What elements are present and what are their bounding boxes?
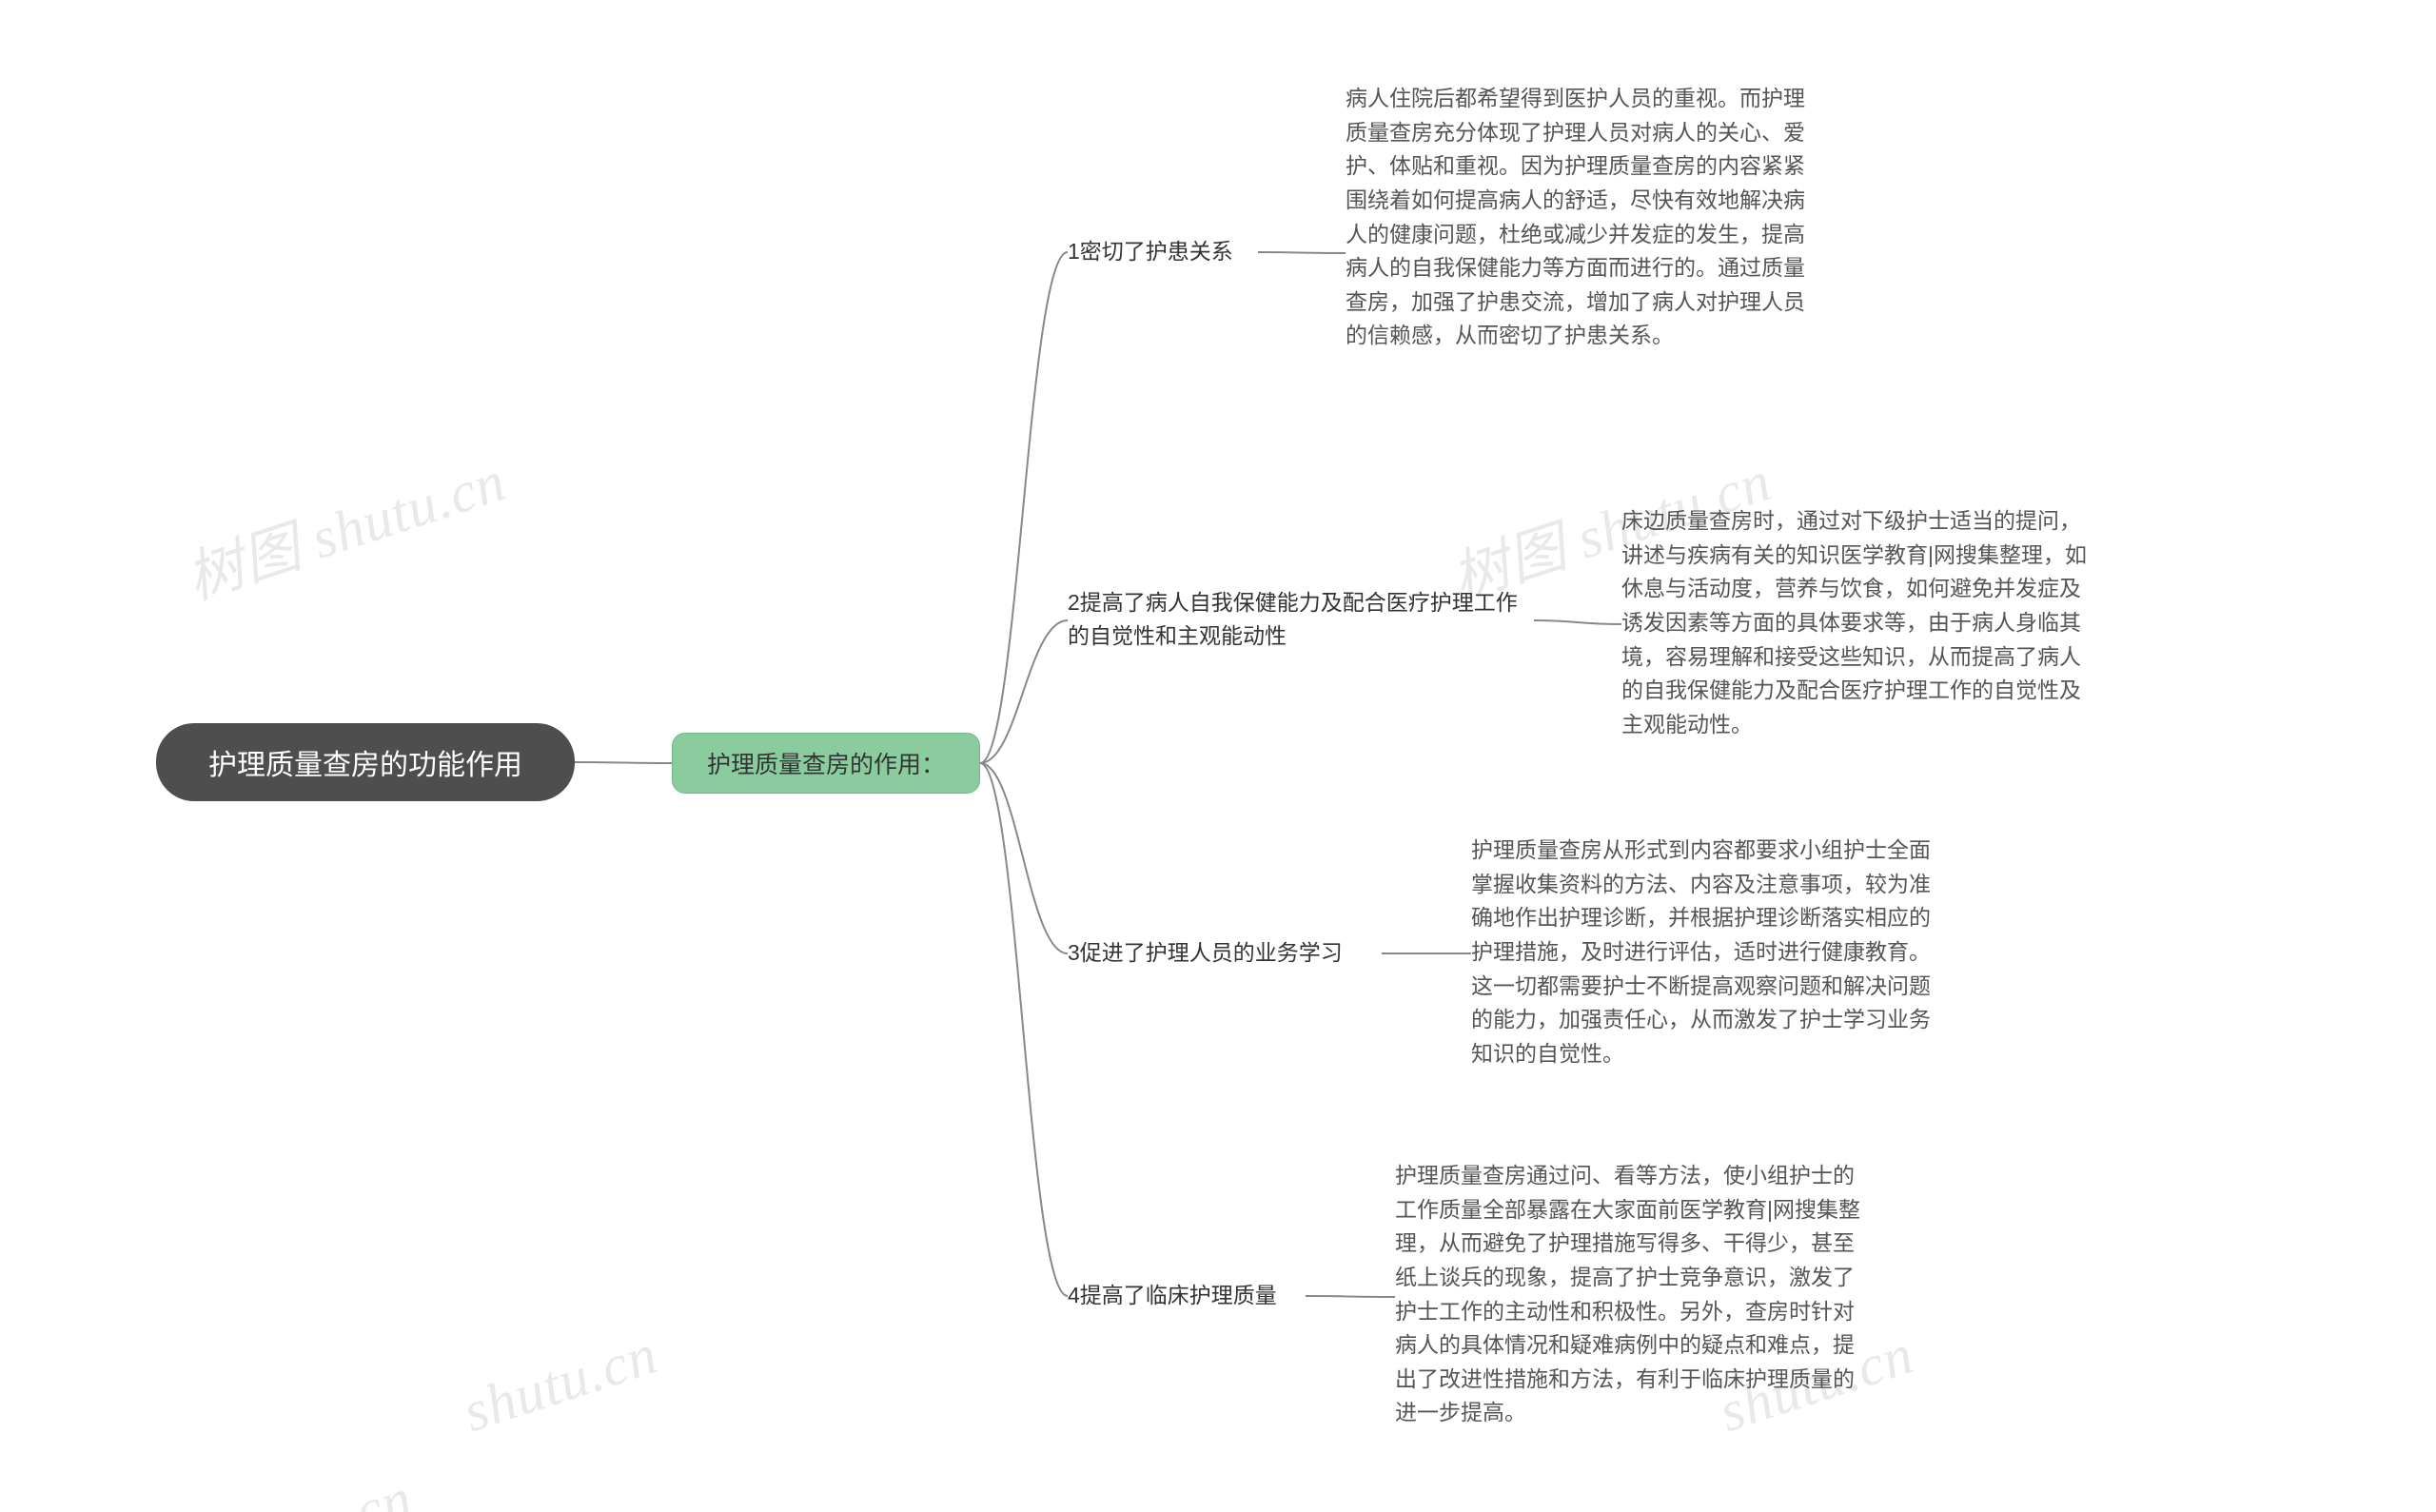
connector-path bbox=[1258, 252, 1346, 253]
category-node[interactable]: 护理质量查房的作用： bbox=[672, 733, 980, 794]
branch-label-text: 2提高了病人自我保健能力及配合医疗护理工作的自觉性和主观能动性 bbox=[1068, 590, 1518, 648]
branch-desc-text: 床边质量查房时，通过对下级护士适当的提问，讲述与疾病有关的知识医学教育|网搜集整… bbox=[1621, 508, 2087, 736]
branch-label[interactable]: 2提高了病人自我保健能力及配合医疗护理工作的自觉性和主观能动性 bbox=[1068, 586, 1534, 655]
root-label: 护理质量查房的功能作用 bbox=[208, 741, 522, 783]
branch-desc: 床边质量查房时，通过对下级护士适当的提问，讲述与疾病有关的知识医学教育|网搜集整… bbox=[1621, 504, 2092, 744]
branch-label-text: 4提高了临床护理质量 bbox=[1068, 1283, 1277, 1307]
branch-label-text: 3促进了护理人员的业务学习 bbox=[1068, 940, 1343, 965]
connector-path bbox=[980, 763, 1068, 953]
branch-label-text: 1密切了护患关系 bbox=[1068, 239, 1233, 264]
connector-path bbox=[980, 252, 1068, 763]
connector-path bbox=[1306, 1296, 1395, 1297]
branch-desc: 病人住院后都希望得到医护人员的重视。而护理质量查房充分体现了护理人员对病人的关心… bbox=[1346, 82, 1816, 424]
connector-path bbox=[980, 763, 1068, 1296]
category-label: 护理质量查房的作用： bbox=[707, 746, 945, 780]
branch-label[interactable]: 4提高了临床护理质量 bbox=[1068, 1279, 1306, 1313]
connector-path bbox=[1534, 620, 1621, 624]
branch-desc-text: 护理质量查房从形式到内容都要求小组护士全面掌握收集资料的方法、内容及注意事项，较… bbox=[1471, 837, 1931, 1066]
branch-desc: 护理质量查房从形式到内容都要求小组护士全面掌握收集资料的方法、内容及注意事项，较… bbox=[1471, 834, 1941, 1073]
branch-label[interactable]: 1密切了护患关系 bbox=[1068, 235, 1258, 269]
connector-path bbox=[575, 762, 672, 763]
branch-desc: 护理质量查房通过问、看等方法，使小组护士的工作质量全部暴露在大家面前医学教育|网… bbox=[1395, 1159, 1865, 1435]
branch-desc-text: 护理质量查房通过问、看等方法，使小组护士的工作质量全部暴露在大家面前医学教育|网… bbox=[1395, 1163, 1860, 1424]
branch-desc-text: 病人住院后都希望得到医护人员的重视。而护理质量查房充分体现了护理人员对病人的关心… bbox=[1346, 86, 1805, 347]
mindmap-stage: 树图 shutu.cn树图 shutu.cnshutu.cn图 shutu.cn… bbox=[0, 0, 2436, 1512]
root-node[interactable]: 护理质量查房的功能作用 bbox=[156, 723, 575, 801]
branch-label[interactable]: 3促进了护理人员的业务学习 bbox=[1068, 936, 1382, 971]
